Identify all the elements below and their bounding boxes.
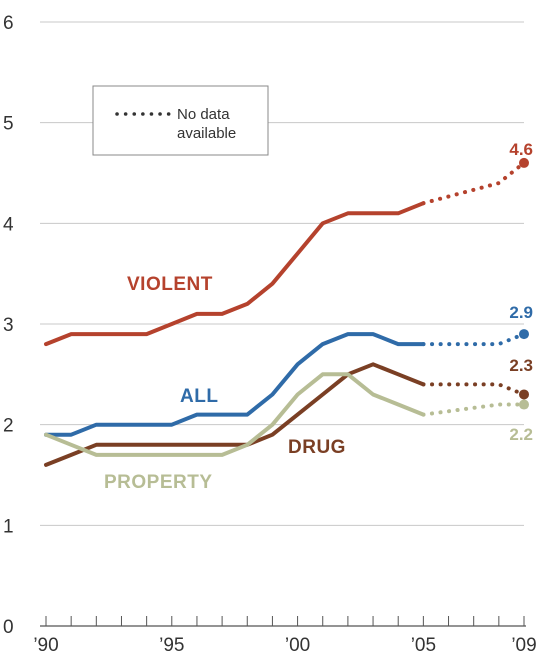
y-tick-label-1: 1 [3,516,14,537]
end-marker-violent [519,157,529,168]
legend-entry-line1: No data [177,106,230,123]
end-value-labels: 4.6 2.9 2.3 2.2 [509,140,533,444]
y-tick-label-2: 2 [3,416,14,437]
series-dotted-drug [421,382,526,397]
series-label-property: PROPERTY [104,472,213,493]
end-value-all: 2.9 [509,303,533,322]
legend: No data available [92,85,269,156]
legend-box [92,85,269,156]
series-lines [44,160,526,467]
end-value-property: 2.2 [509,425,533,444]
x-tick-label-1995: ’95 [159,635,184,656]
y-tick-label-3: 3 [3,315,14,336]
y-tick-label-4: 4 [3,214,14,235]
y-tick-label-5: 5 [3,114,14,135]
series-dotted-all [421,332,526,347]
end-point-markers [519,157,529,410]
series-line-drug [44,362,426,467]
x-tick-label-2009: ’09 [511,635,536,656]
series-dotted-violent [421,160,526,206]
y-tick-label-0: 0 [3,617,14,638]
series-labels: VIOLENT ALL DRUG PROPERTY [104,274,346,493]
series-dotted-property [421,402,526,417]
series-line-property [44,372,426,457]
legend-entry-line2: available [177,125,236,142]
series-label-violent: VIOLENT [127,274,213,295]
x-tick-label-1990: ’90 [33,635,58,656]
end-marker-drug [519,389,529,400]
end-value-drug: 2.3 [509,356,533,375]
series-line-all [44,332,426,437]
end-marker-property [519,399,529,410]
x-axis-labels: ’90 ’95 ’00 ’05 ’09 [33,635,536,656]
x-tick-label-2000: ’00 [285,635,310,656]
end-value-violent: 4.6 [509,140,533,159]
series-line-violent [44,201,426,347]
series-label-all: ALL [180,386,218,407]
y-axis-labels: 0 1 2 3 4 5 6 [3,13,14,638]
series-label-drug: DRUG [288,437,346,458]
end-marker-all [519,329,529,340]
y-tick-label-6: 6 [3,13,14,34]
x-axis [40,616,526,627]
x-tick-label-2005: ’05 [411,635,436,656]
